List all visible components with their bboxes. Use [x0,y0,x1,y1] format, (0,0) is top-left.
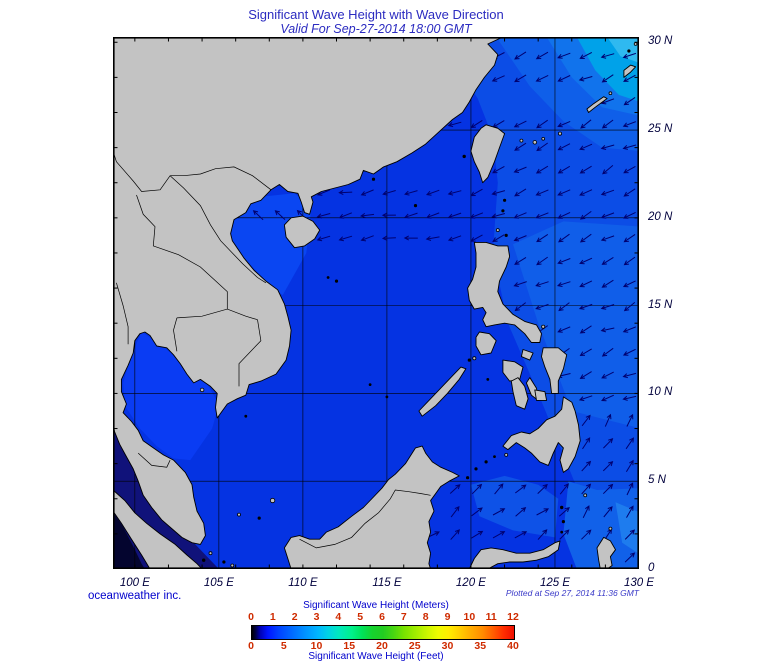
lon-label-130: 130 E [623,577,655,589]
land-luzon [467,241,542,343]
land-palawan [418,366,467,417]
feet-tick-35: 35 [474,640,487,652]
meters-tick-0: 0 [248,611,254,623]
meters-tick-7: 7 [400,611,407,623]
lon-label-105: 105 E [203,577,234,589]
land-bohol [534,389,548,401]
lat-label-15: 15 N [648,298,673,311]
plotted-timestamp: Plotted at Sep 27, 2014 11:36 GMT [505,588,639,598]
land-masbate [520,349,534,361]
land-borneo [283,445,460,569]
meters-tick-4: 4 [335,611,342,623]
valid-time-subtitle: Valid For Sep-27-2014 18:00 GMT [280,22,472,36]
landmasses [113,37,637,569]
land-amami [623,64,637,78]
meters-tick-6: 6 [379,611,385,623]
page-title: Significant Wave Height with Wave Direct… [248,7,504,22]
wave-direction-arrows [252,51,637,563]
land-mainland-asia [113,37,504,545]
lon-label-115: 115 E [372,577,402,589]
legend-title-meters: Significant Wave Height (Meters) [303,600,449,611]
land-hainan [283,215,321,249]
country-borders [113,150,431,549]
ocean-region-gulf-of-thailand [123,332,219,461]
ocean-region-east-indonesia-light [615,502,639,554]
feet-tick-0: 0 [248,640,254,652]
feet-tick-30: 30 [441,640,454,652]
land-negros [510,377,529,410]
land-sumatra [113,489,203,569]
lon-label-125: 125 E [539,577,570,589]
lat-label-0: 0 [648,562,655,574]
wave-height-map-canvas [113,37,639,569]
meters-tick-3: 3 [313,611,320,623]
map-frame [113,37,639,569]
small-islands [199,42,638,568]
meters-tick-5: 5 [357,611,364,623]
ocean-region-west-sumatra-darkest [113,511,145,569]
land-taiwan [470,124,506,184]
ocean-region-east-of-luzon-band [513,221,639,429]
meters-tick-1: 1 [269,611,276,623]
land-halmahera [596,536,616,569]
lat-label-20: 20 N [648,210,673,223]
land-okinawa [586,96,608,113]
ocean-region-northeast-light [607,37,639,63]
meters-tick-12: 12 [507,611,519,623]
land-samar-leyte [541,347,568,394]
lon-label-120: 120 E [455,577,486,589]
ocean-region-celebes-sea [470,475,559,538]
meters-tick-11: 11 [485,611,497,623]
feet-tick-25: 25 [408,640,421,652]
lat-label-25: 25 N [648,123,673,136]
land-mindanao [502,396,581,473]
feet-tick-5: 5 [280,640,287,652]
wave-height-colorbar [251,625,515,640]
feet-tick-40: 40 [507,640,519,652]
land-mindoro [475,331,497,356]
oceanweather-credit: oceanweather inc. [88,590,182,602]
feet-tick-15: 15 [343,640,356,652]
ocean-region-east-indonesia [563,481,639,569]
meters-tick-10: 10 [463,611,476,623]
feet-tick-20: 20 [376,640,388,652]
lon-label-110: 110 E [288,577,318,589]
lat-label-30: 30 N [648,35,673,48]
land-sulawesi-north-arm [468,540,561,569]
meters-tick-2: 2 [291,611,298,623]
legend-title-feet: Significant Wave Height (Feet) [308,651,444,662]
lon-label-100: 100 E [119,577,150,589]
meters-tick-9: 9 [444,611,451,623]
lat-label-10: 10 N [648,386,673,399]
lat-label-5: 5 N [648,474,666,487]
map-border [113,37,639,569]
feet-tick-10: 10 [310,640,323,652]
meters-tick-8: 8 [422,611,429,623]
